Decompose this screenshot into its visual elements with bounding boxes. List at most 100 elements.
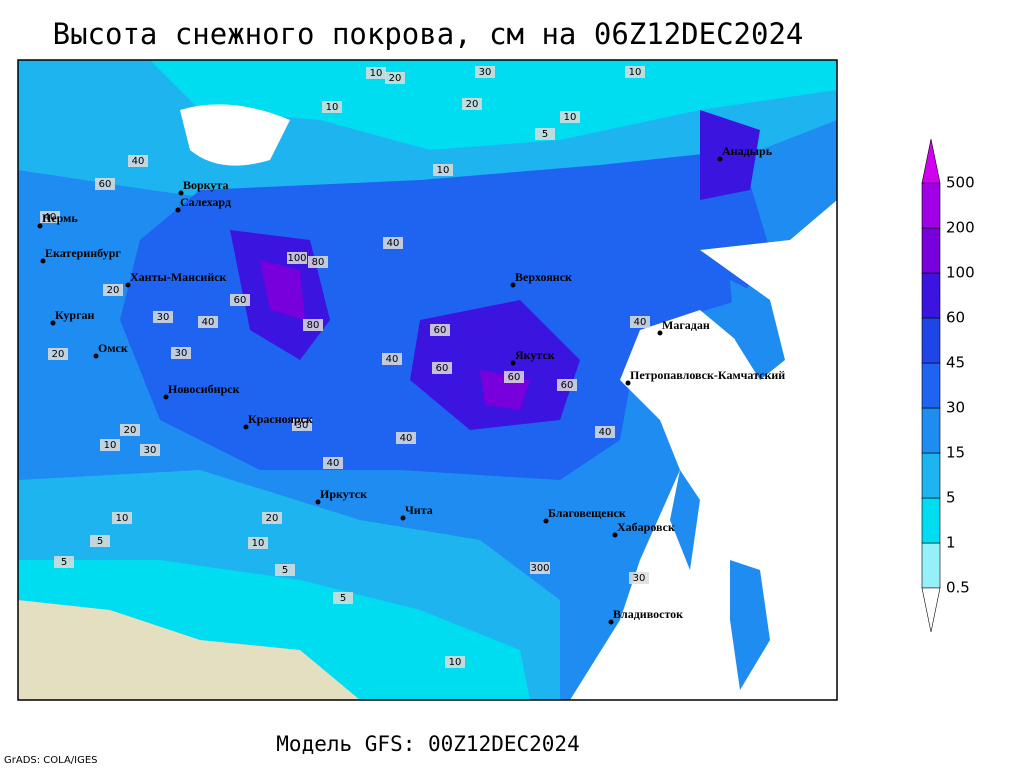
city-dot [657, 330, 663, 336]
contour-label: 5 [61, 557, 67, 568]
contour-label-box [140, 444, 160, 456]
contour-label: 5 [340, 593, 346, 604]
contour-label-box [248, 537, 268, 549]
city-dot [543, 518, 549, 524]
contour-label-box [430, 324, 450, 336]
contour-label-box [112, 512, 132, 524]
contour-label-box [323, 457, 343, 469]
colorbar-segment [921, 407, 941, 454]
contour-label-box [595, 426, 615, 438]
city-dot [608, 619, 614, 625]
city-dot [37, 223, 43, 229]
city-dot [178, 190, 184, 196]
contour-label-box [366, 67, 386, 79]
city-dot [625, 380, 631, 386]
credit: GrADS: COLA/IGES [4, 755, 98, 766]
colorbar-segment [921, 272, 941, 319]
contour-label: 10 [104, 440, 117, 451]
contour-label: 10 [449, 657, 462, 668]
city-label: Новосибирск [168, 382, 240, 396]
contour-label-box [308, 256, 328, 268]
contour-label: 5 [97, 536, 103, 547]
contour-label: 40 [634, 317, 647, 328]
contour-label: 10 [564, 112, 577, 123]
city-label: Ханты-Мансийск [130, 270, 227, 284]
contour-label: 60 [561, 380, 574, 391]
colorbar-label: 100 [946, 264, 975, 282]
contour-label-box [535, 128, 555, 140]
contour-label-box [90, 535, 110, 547]
contour-label: 300 [530, 563, 549, 574]
contour-label-box [382, 353, 402, 365]
model-label: Модель GFS: 00Z12DEC2024 [276, 732, 579, 756]
contour-label-box [385, 72, 405, 84]
contour-label-box [230, 294, 250, 306]
contour-label: 10 [116, 513, 129, 524]
contour-label: 20 [266, 513, 279, 524]
colorbar-label: 5 [946, 489, 956, 507]
map-frame [17, 59, 838, 701]
contour-label-box [630, 316, 650, 328]
no-snow-land [18, 600, 360, 700]
contour-label-box [287, 252, 307, 264]
contour-label-box [153, 311, 173, 323]
contour-label: 40 [400, 433, 413, 444]
contour-label-box [198, 316, 218, 328]
city-dot [612, 532, 618, 538]
contour-label-box [433, 164, 453, 176]
contour-label-box [445, 656, 465, 668]
contour-label-box [48, 348, 68, 360]
city-dot [163, 394, 169, 400]
contour-label: 40 [386, 354, 399, 365]
colorbar-segment [921, 362, 941, 409]
city-dot [243, 424, 249, 430]
contour-label: 20 [52, 349, 65, 360]
contour-label-box [475, 66, 495, 78]
city-label: Магадан [662, 318, 710, 332]
contour-label: 80 [312, 257, 325, 268]
contour-label-box [333, 592, 353, 604]
city-label: Воркута [183, 178, 228, 192]
contour-label: 10 [326, 102, 339, 113]
city-label: Салехард [180, 195, 231, 209]
contour-label: 30 [144, 445, 157, 456]
city-label: Петропавловск-Камчатский [630, 368, 785, 382]
islands [670, 280, 785, 690]
contour-label-box [560, 111, 580, 123]
map [17, 59, 838, 701]
colorbar-label: 45 [946, 354, 965, 372]
contour-label-box [275, 564, 295, 576]
contour-label: 40 [132, 156, 145, 167]
city-label: Красноярск [248, 412, 313, 426]
city-dot [510, 360, 516, 366]
contour-label: 60 [436, 363, 449, 374]
city-label: Пермь [42, 211, 78, 225]
colorbar-label: 500 [946, 174, 975, 192]
contour-label: 80 [307, 320, 320, 331]
colorbar-segment [921, 227, 941, 274]
contour-label-box [171, 347, 191, 359]
city-label: Верхоянск [515, 270, 572, 284]
contour-label: 20 [124, 425, 137, 436]
city-dot [510, 282, 516, 288]
contour-label: 5 [282, 565, 288, 576]
contour-label-box [629, 572, 649, 584]
city-label: Омск [98, 341, 128, 355]
city-label: Екатеринбург [45, 246, 121, 260]
contour-label: 10 [437, 165, 450, 176]
contour-label-box [292, 419, 312, 431]
contour-label: 60 [99, 179, 112, 190]
colorbar-label: 200 [946, 219, 975, 237]
colorbar-tip-high [921, 138, 941, 184]
contour-label: 10 [370, 68, 383, 79]
contour-label-box [557, 379, 577, 391]
contour-label: 30 [157, 312, 170, 323]
contour-labels: 10 20 30 10 10 20 10 10 5 40 60 40 30 40 100 80 60 40 60 60… [40, 66, 650, 668]
contour-label: 30 [296, 420, 309, 431]
city-dot [175, 207, 181, 213]
contour-label-box [383, 237, 403, 249]
colorbar-segment [921, 452, 941, 499]
contour-label-box [396, 432, 416, 444]
contour-label: 40 [327, 458, 340, 469]
